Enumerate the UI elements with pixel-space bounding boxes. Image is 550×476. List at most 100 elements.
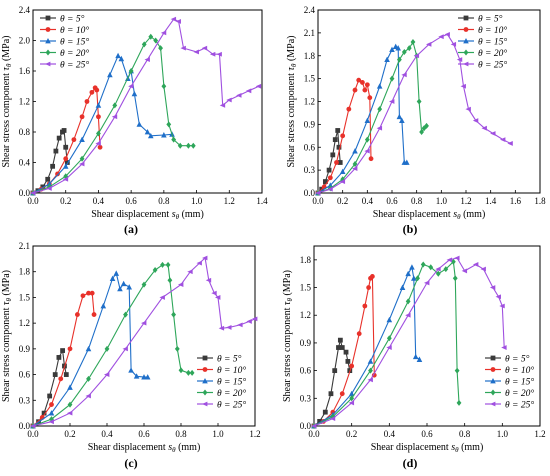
data-point xyxy=(141,374,147,380)
data-point xyxy=(89,89,95,95)
data-point xyxy=(327,186,333,192)
data-point xyxy=(112,102,118,109)
legend-marker xyxy=(202,378,208,384)
y-tick-label: 1.2 xyxy=(300,310,311,320)
data-point xyxy=(405,298,411,305)
data-point xyxy=(53,148,59,154)
data-point xyxy=(144,374,151,380)
data-point xyxy=(80,293,86,299)
data-point xyxy=(67,401,73,408)
x-tick-label: 1.0 xyxy=(497,429,509,439)
data-point xyxy=(144,57,150,62)
data-point xyxy=(339,391,345,397)
x-tick-label: 0.4 xyxy=(93,196,105,206)
data-point xyxy=(339,168,346,175)
data-point xyxy=(136,121,143,127)
legend-marker xyxy=(45,38,51,44)
data-point xyxy=(109,275,116,281)
legend-label: θ = 15° xyxy=(505,376,534,387)
y-tick-label: 1.5 xyxy=(19,292,31,302)
data-point xyxy=(409,264,415,270)
legend-marker xyxy=(45,27,51,32)
legend-marker xyxy=(463,15,469,21)
panel-label: (a) xyxy=(124,222,138,236)
data-point xyxy=(410,39,416,46)
y-tick-label: 1.8 xyxy=(300,255,312,265)
x-tick-label: 0.8 xyxy=(411,196,423,206)
data-point xyxy=(55,171,60,177)
data-point xyxy=(327,175,333,181)
data-point xyxy=(340,133,346,139)
series-5 xyxy=(30,255,258,429)
data-point xyxy=(79,136,85,143)
data-point xyxy=(63,173,69,180)
data-point xyxy=(86,290,91,296)
legend-label: θ = 10° xyxy=(478,25,507,36)
data-point xyxy=(326,167,332,173)
series-line xyxy=(32,264,193,427)
legend-label: θ = 25° xyxy=(478,59,507,70)
data-point xyxy=(85,393,91,399)
x-axis-label: Shear displacement sθ (mm) xyxy=(88,442,201,454)
panel-label: (d) xyxy=(403,456,418,470)
data-point xyxy=(104,372,110,377)
data-point xyxy=(79,161,85,167)
legend-label: θ = 15° xyxy=(217,376,246,387)
data-point xyxy=(189,369,195,376)
data-point xyxy=(133,373,140,379)
data-point xyxy=(30,423,36,429)
x-tick-label: 1.0 xyxy=(191,196,203,206)
data-point xyxy=(94,87,100,93)
data-point xyxy=(201,45,208,51)
data-point xyxy=(424,280,430,286)
data-point xyxy=(376,83,383,89)
x-tick-label: 0.4 xyxy=(362,196,374,206)
data-point xyxy=(507,141,513,146)
data-point xyxy=(252,316,258,322)
x-tick-label: 0.2 xyxy=(346,429,357,439)
data-point xyxy=(364,136,370,143)
data-point xyxy=(330,152,336,158)
series-line xyxy=(32,54,173,194)
data-point xyxy=(460,83,466,89)
y-axis-label: Shear stress component τθ (MPa) xyxy=(282,270,294,402)
data-point xyxy=(58,376,64,382)
data-point xyxy=(46,180,53,187)
data-point xyxy=(120,280,127,287)
data-point xyxy=(219,102,226,108)
y-tick-label: 0.0 xyxy=(304,188,316,198)
y-tick-label: 1.5 xyxy=(304,74,316,84)
data-point xyxy=(399,117,405,123)
data-point xyxy=(384,56,390,62)
data-point xyxy=(352,87,358,93)
data-point xyxy=(141,41,147,48)
data-point xyxy=(349,395,355,402)
data-point xyxy=(45,176,51,182)
y-tick-label: 0.6 xyxy=(304,142,316,152)
data-point xyxy=(52,372,58,377)
data-point xyxy=(236,93,242,98)
data-point xyxy=(193,49,199,55)
data-point xyxy=(96,114,101,120)
x-tick-label: 0.0 xyxy=(27,429,39,439)
data-point xyxy=(196,260,202,266)
y-tick-label: 2.4 xyxy=(19,5,31,15)
data-point xyxy=(389,46,395,53)
data-point xyxy=(419,129,424,135)
series-4 xyxy=(315,39,429,196)
data-point xyxy=(446,257,452,263)
data-point xyxy=(352,166,358,171)
y-tick-label: 1.2 xyxy=(304,97,315,107)
data-point xyxy=(141,281,147,288)
legend-label: θ = 15° xyxy=(60,36,89,47)
data-point xyxy=(334,160,339,165)
data-point xyxy=(123,311,128,318)
data-point xyxy=(352,148,358,154)
data-point xyxy=(180,45,186,51)
legend-marker xyxy=(202,401,208,407)
data-point xyxy=(337,337,343,343)
data-point xyxy=(63,372,69,377)
data-point xyxy=(175,19,181,24)
x-tick-label: 0.8 xyxy=(158,196,170,206)
